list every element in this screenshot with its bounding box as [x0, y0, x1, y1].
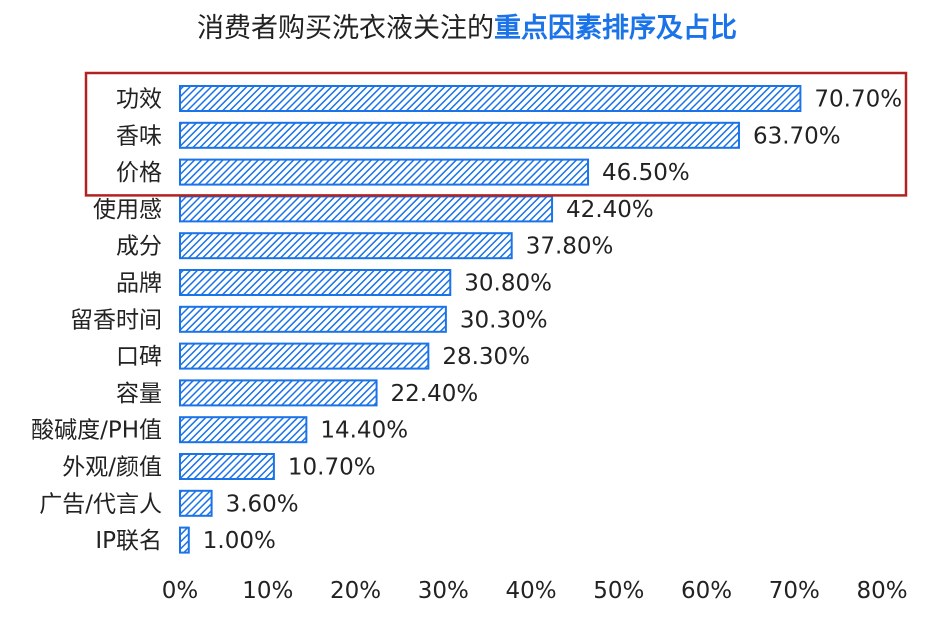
value-label: 70.70%: [814, 87, 902, 113]
x-tick-label: 40%: [505, 578, 556, 604]
x-tick-label: 60%: [681, 578, 732, 604]
category-label: 品牌: [116, 271, 162, 297]
bar: [179, 85, 802, 112]
value-label: 3.60%: [226, 491, 299, 517]
chart-title: 消费者购买洗衣液关注的重点因素排序及占比: [0, 6, 934, 45]
bar: [179, 453, 275, 480]
x-tick-label: 10%: [242, 578, 293, 604]
category-label: 香味: [116, 123, 162, 149]
bar: [179, 489, 213, 517]
category-label: 使用感: [93, 197, 162, 223]
bar: [179, 526, 190, 554]
category-label: 成分: [116, 234, 162, 260]
title-prefix: 消费者购买洗衣液关注的: [197, 13, 494, 44]
x-tick-label: 30%: [418, 578, 469, 604]
value-label: 37.80%: [526, 234, 614, 260]
bar: [179, 232, 513, 260]
x-tick-label: 70%: [769, 578, 820, 604]
category-label: IP联名: [95, 528, 162, 554]
category-label: 价格: [116, 160, 162, 186]
value-label: 10.70%: [288, 455, 376, 481]
value-label: 1.00%: [203, 528, 276, 554]
value-label: 22.40%: [391, 381, 479, 407]
category-label: 留香时间: [70, 307, 162, 333]
bar: [179, 379, 378, 407]
value-label: 46.50%: [602, 160, 690, 186]
bar: [179, 269, 452, 296]
bar: [179, 416, 308, 444]
title-highlight: 重点因素排序及占比: [494, 13, 737, 44]
value-label: 14.40%: [320, 418, 408, 444]
x-tick-label: 80%: [856, 578, 907, 604]
x-tick-label: 20%: [330, 578, 381, 604]
value-label: 63.70%: [753, 123, 841, 149]
bar: [179, 342, 430, 370]
category-label: 外观/颜值: [62, 455, 162, 481]
value-label: 28.30%: [442, 344, 530, 370]
value-label: 42.40%: [566, 197, 654, 223]
highlight-box: [84, 71, 908, 197]
bar: [179, 121, 740, 149]
category-label: 功效: [116, 87, 162, 113]
value-label: 30.30%: [460, 307, 548, 333]
category-label: 口碑: [116, 344, 162, 370]
category-label: 酸碱度/PH值: [31, 418, 162, 444]
x-tick-label: 0%: [162, 578, 199, 604]
bar: [179, 305, 447, 333]
bar: [179, 195, 554, 223]
bar: [179, 158, 590, 186]
category-label: 容量: [116, 381, 162, 407]
category-label: 广告/代言人: [39, 491, 162, 517]
value-label: 30.80%: [464, 271, 552, 297]
x-tick-label: 50%: [593, 578, 644, 604]
